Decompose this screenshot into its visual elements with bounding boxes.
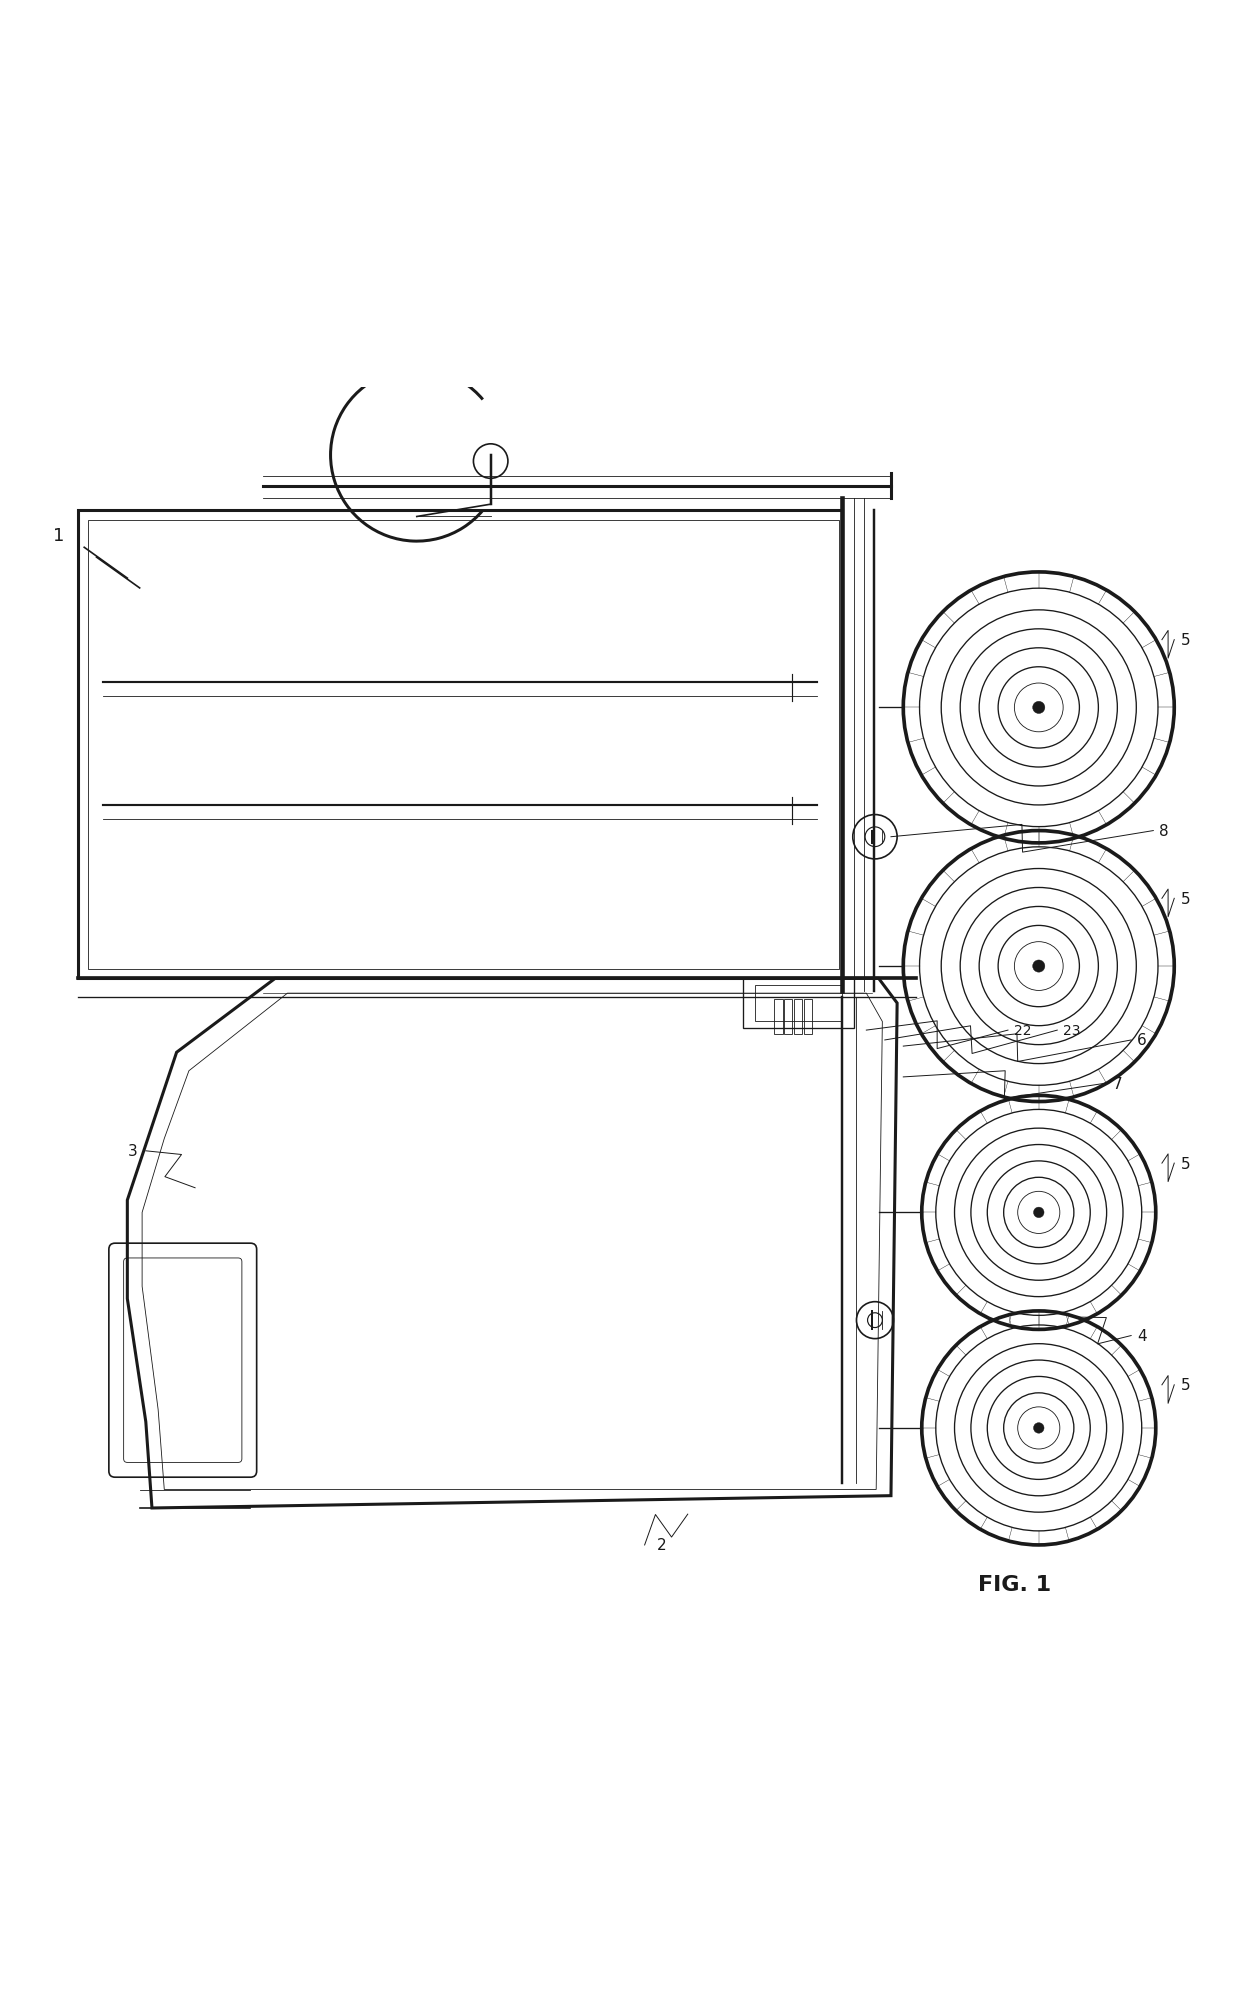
Text: 6: 6 xyxy=(1137,1034,1147,1048)
Text: 23: 23 xyxy=(1064,1024,1081,1038)
Bar xyxy=(784,999,792,1034)
Bar xyxy=(804,999,812,1034)
Text: 7: 7 xyxy=(1112,1076,1122,1092)
Text: FIG. 1: FIG. 1 xyxy=(977,1575,1050,1594)
Text: 4: 4 xyxy=(1137,1329,1147,1343)
Text: 1: 1 xyxy=(53,526,64,544)
Circle shape xyxy=(1033,1423,1044,1433)
Text: 5: 5 xyxy=(1180,1377,1190,1393)
Text: 3: 3 xyxy=(128,1144,138,1158)
Text: 2: 2 xyxy=(657,1537,667,1553)
Circle shape xyxy=(1033,702,1045,714)
Bar xyxy=(794,999,802,1034)
Bar xyxy=(774,999,782,1034)
Text: 22: 22 xyxy=(1014,1024,1032,1038)
Text: 5: 5 xyxy=(1180,632,1190,648)
Bar xyxy=(743,979,854,1028)
Text: 5: 5 xyxy=(1180,891,1190,907)
Bar xyxy=(755,985,842,1022)
Text: 5: 5 xyxy=(1180,1156,1190,1170)
Text: 8: 8 xyxy=(1159,823,1169,839)
Circle shape xyxy=(1033,961,1045,973)
Circle shape xyxy=(1033,1208,1044,1218)
